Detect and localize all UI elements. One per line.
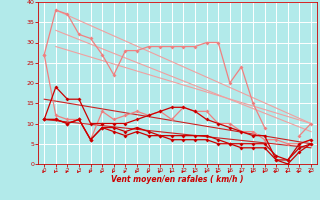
X-axis label: Vent moyen/en rafales ( km/h ): Vent moyen/en rafales ( km/h ) (111, 175, 244, 184)
